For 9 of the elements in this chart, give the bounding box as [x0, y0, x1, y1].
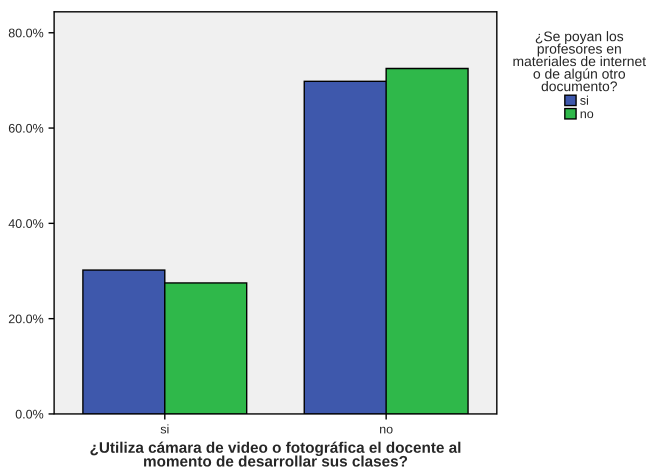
x-axis-title: ¿Utiliza cámara de video o fotográfica el docente al momento de desarrollar sus clases? — [90, 442, 460, 467]
legend-label: no — [580, 111, 594, 118]
y-tick-label: 60.0% — [8, 124, 44, 133]
legend-title: ¿Se poyan los profesores en materiales de internet o de algún otro documento? — [513, 31, 646, 92]
legend-label: si — [580, 96, 588, 105]
y-tick-label: 40.0% — [8, 219, 44, 228]
y-tick-label: 0.0% — [16, 410, 44, 419]
y-tick-label: 20.0% — [8, 314, 44, 324]
y-tick-label: 80.0% — [8, 28, 44, 38]
